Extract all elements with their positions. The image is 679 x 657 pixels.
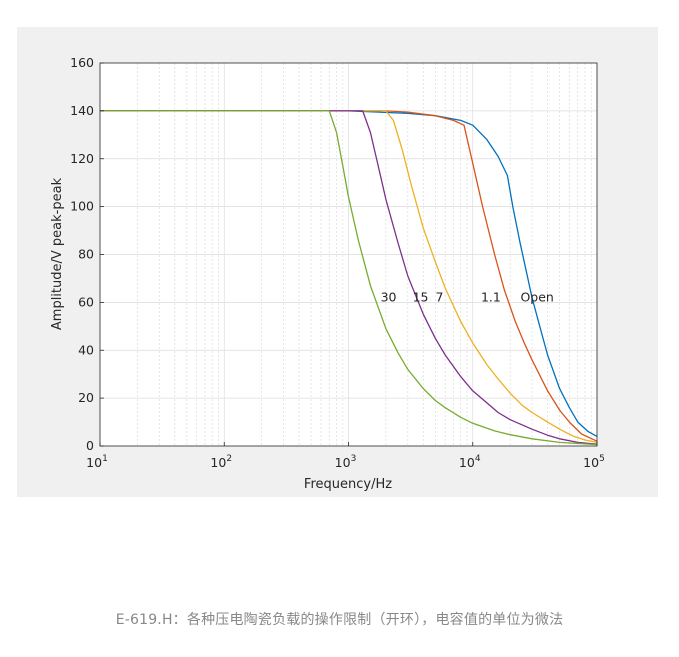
x-tick-label: 102: [210, 454, 232, 470]
series-line-7: [100, 110, 598, 444]
y-tick-label: 40: [78, 342, 94, 357]
y-tick-label: 80: [78, 247, 94, 262]
series-line-30: [100, 110, 598, 446]
figure-panel: 0 20 40 60 80 100 120 140 160 101 102 103 104 105 30 1…: [17, 27, 658, 497]
curve-label: Open: [520, 290, 553, 305]
x-tick-exponent: 5: [599, 454, 605, 464]
y-tick-label: 20: [78, 390, 94, 405]
x-tick-label: 104: [459, 454, 481, 470]
x-tick-base: 10: [583, 455, 599, 470]
curve-label: 1.1: [481, 290, 501, 305]
x-tick-exponent: 1: [102, 454, 108, 464]
y-tick-label: 60: [78, 294, 94, 309]
y-tick-label: 0: [86, 438, 94, 453]
axis-ticks: [99, 62, 598, 447]
y-tick-label: 140: [70, 103, 94, 118]
curve-annotations: 30 15 7 1.1 Open: [381, 290, 554, 305]
curve-label: 7: [436, 290, 444, 305]
curve-label: 30: [381, 290, 397, 305]
y-axis-label: Amplitude/V peak-peak: [50, 177, 65, 330]
x-tick-label: 103: [335, 454, 357, 470]
series-lines: [100, 110, 598, 446]
curve-label: 15: [413, 290, 429, 305]
x-tick-base: 10: [86, 455, 102, 470]
y-tick-label: 100: [70, 199, 94, 214]
x-tick-exponent: 4: [475, 454, 481, 464]
y-tick-label: 120: [70, 151, 94, 166]
x-tick-label: 101: [86, 454, 108, 470]
x-tick-label: 105: [583, 454, 605, 470]
figure-caption: E-619.H：各种压电陶瓷负载的操作限制（开环），电容值的单位为微法: [115, 612, 564, 628]
x-tick-base: 10: [459, 455, 475, 470]
x-tick-exponent: 2: [226, 454, 232, 464]
x-tick-exponent: 3: [351, 454, 357, 464]
x-tick-base: 10: [210, 455, 226, 470]
series-line-15: [100, 110, 598, 445]
x-axis-label: Frequency/Hz: [304, 477, 392, 492]
y-tick-label: 160: [70, 55, 94, 70]
x-tick-base: 10: [335, 455, 351, 470]
series-line-1-1: [100, 110, 598, 442]
